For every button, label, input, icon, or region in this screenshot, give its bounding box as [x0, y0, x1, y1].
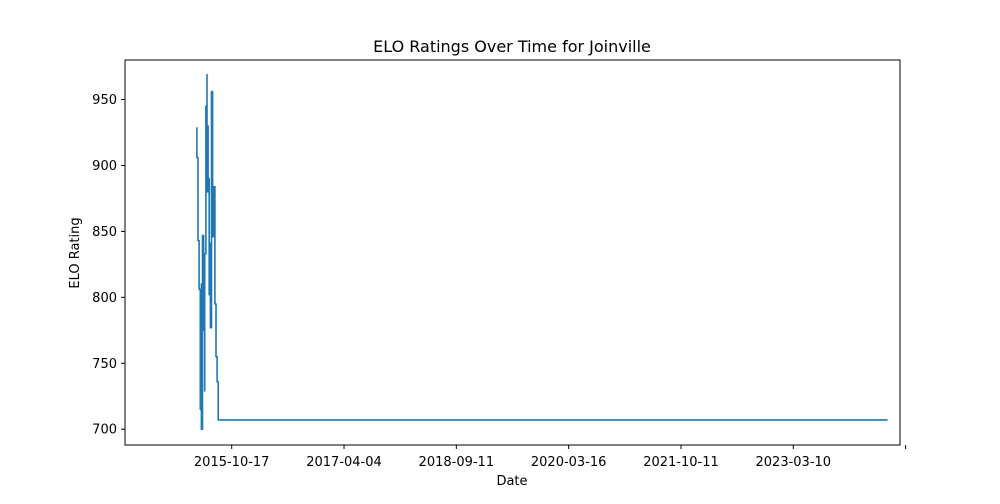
y-tick-label: 800	[92, 291, 117, 306]
y-axis-label: ELO Rating	[68, 217, 83, 288]
chart-title: ELO Ratings Over Time for Joinville	[373, 37, 651, 56]
series-line-joinville	[196, 73, 888, 430]
x-axis-ticks: 2015-10-17 2017-04-04 2018-09-11 2020-03-16…	[194, 445, 907, 470]
y-tick-label: 950	[92, 93, 117, 108]
x-tick-label: 2018-09-11	[419, 455, 495, 470]
y-axis-ticks: 700 750 800 850 900 950	[92, 93, 125, 438]
series-layer	[196, 73, 888, 430]
y-tick-label: 850	[92, 225, 117, 240]
plot-area	[125, 60, 900, 445]
x-tick-label: 2015-10-17	[194, 455, 270, 470]
x-tick-label: 2021-10-11	[643, 455, 719, 470]
x-tick-label: 2017-04-04	[306, 455, 382, 470]
y-tick-label: 750	[92, 357, 117, 372]
x-axis-label: Date	[496, 474, 527, 489]
x-tick-label: 2023-03-10	[756, 455, 832, 470]
y-tick-label: 700	[92, 423, 117, 438]
axis-layer	[124, 59, 901, 446]
y-tick-label: 900	[92, 159, 117, 174]
plot-frame	[124, 59, 901, 446]
x-tick-label: 2020-03-16	[531, 455, 607, 470]
